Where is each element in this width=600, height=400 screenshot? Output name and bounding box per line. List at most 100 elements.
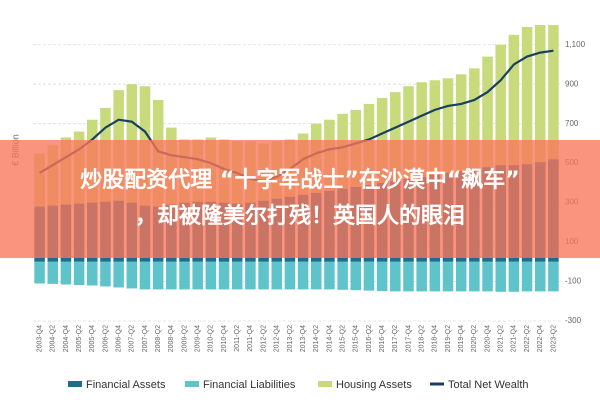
y-tick-label: -300	[565, 316, 582, 325]
overlay-line: 炒股配资代理 “十字军战士”在沙漠中“飙车”	[80, 168, 520, 193]
x-tick-label: 2013-Q2	[287, 325, 294, 352]
y-tick-label: 900	[565, 79, 579, 88]
bar	[429, 261, 441, 292]
bar	[534, 25, 546, 163]
x-tick-label: 2012-Q4	[274, 325, 281, 352]
bar	[100, 261, 111, 287]
x-tick-label: 2011-Q4	[247, 325, 254, 352]
x-tick-label: 2015-Q2	[339, 325, 346, 352]
x-tick-label: 2004-Q2	[50, 325, 57, 352]
bar	[442, 78, 454, 173]
bar	[205, 261, 217, 290]
bar	[113, 261, 124, 288]
bar	[258, 261, 269, 290]
x-tick-label: 2012-Q2	[260, 325, 267, 352]
x-tick-label: 2004-Q4	[63, 325, 70, 352]
y-tick-label: 700	[565, 119, 579, 128]
bar	[166, 261, 177, 290]
bar	[469, 261, 480, 292]
x-tick-label: 2007-Q2	[129, 325, 136, 352]
bar	[403, 261, 414, 292]
bar	[534, 261, 546, 292]
bar	[231, 261, 243, 290]
bar	[139, 261, 151, 290]
bar	[482, 261, 493, 292]
x-tick-label: 2014-Q2	[313, 325, 320, 352]
bar	[495, 261, 506, 292]
x-tick-label: 2010-Q2	[208, 325, 215, 352]
bar	[403, 86, 414, 179]
bar	[508, 261, 520, 292]
x-tick-label: 2009-Q4	[195, 325, 202, 352]
bar	[442, 261, 454, 292]
bar	[429, 80, 441, 175]
x-tick-label: 2021-Q4	[511, 325, 518, 352]
x-tick-label: 2013-Q4	[300, 325, 307, 352]
bar	[34, 261, 45, 284]
x-tick-label: 2005-Q4	[89, 325, 96, 352]
bar	[126, 261, 138, 289]
x-tick-label: 2003-Q4	[36, 325, 43, 352]
legend-label: Total Net Wealth	[448, 379, 529, 391]
bar	[73, 261, 85, 286]
bar	[310, 261, 322, 290]
bar	[455, 74, 467, 172]
x-tick-label: 2014-Q4	[326, 325, 333, 352]
x-tick-label: 2016-Q4	[379, 325, 386, 352]
x-tick-label: 2019-Q4	[458, 325, 465, 352]
x-tick-label: 2020-Q2	[471, 325, 478, 352]
legend-swatch	[318, 381, 332, 387]
bar	[87, 261, 98, 286]
x-tick-label: 2018-Q2	[419, 325, 426, 352]
y-tick-label: -100	[565, 277, 582, 286]
x-tick-label: 2021-Q2	[498, 325, 505, 352]
bar	[245, 261, 256, 290]
bar	[179, 261, 190, 290]
overlay-line: ，却被隆美尔打残！英国人的眼泪	[134, 204, 465, 229]
bar	[416, 82, 427, 177]
bar	[508, 34, 520, 166]
x-tick-label: 2009-Q2	[181, 325, 188, 352]
bar	[60, 261, 72, 285]
x-tick-label: 2023-Q2	[550, 325, 557, 352]
legend-swatch	[68, 381, 82, 387]
x-tick-label: 2008-Q2	[155, 325, 162, 352]
x-tick-label: 2006-Q2	[102, 325, 109, 352]
x-tick-label: 2017-Q4	[405, 325, 412, 352]
bar	[350, 261, 362, 291]
bar	[495, 44, 506, 166]
bar	[192, 261, 203, 290]
bar	[47, 261, 59, 284]
bar	[363, 261, 375, 291]
bar	[284, 261, 296, 290]
bar	[455, 261, 467, 292]
bar	[416, 261, 427, 292]
x-tick-label: 2005-Q2	[76, 325, 83, 352]
bar	[482, 56, 493, 168]
x-tick-label: 2020-Q4	[484, 325, 491, 352]
legend-swatch	[185, 381, 199, 387]
bar	[548, 261, 559, 292]
bar	[337, 261, 348, 290]
x-tick-label: 2017-Q2	[392, 325, 399, 352]
x-tick-label: 2022-Q2	[524, 325, 531, 352]
bar	[376, 261, 388, 292]
legend-label: Financial Liabilities	[203, 379, 296, 391]
x-tick-label: 2007-Q4	[142, 325, 149, 352]
y-tick-label: 1,100	[565, 40, 586, 49]
x-tick-label: 2022-Q4	[537, 325, 544, 352]
bar	[218, 261, 230, 290]
x-tick-label: 2006-Q4	[115, 325, 122, 352]
bar	[390, 92, 401, 181]
bar	[521, 26, 533, 165]
x-tick-label: 2010-Q4	[221, 325, 228, 352]
x-tick-label: 2018-Q4	[432, 325, 439, 352]
bar	[324, 261, 335, 290]
x-tick-label: 2019-Q2	[445, 325, 452, 352]
bar	[469, 68, 480, 170]
bar	[548, 25, 559, 160]
x-tick-label: 2015-Q4	[353, 325, 360, 352]
bar	[521, 261, 533, 292]
legend-label: Housing Assets	[336, 379, 412, 391]
